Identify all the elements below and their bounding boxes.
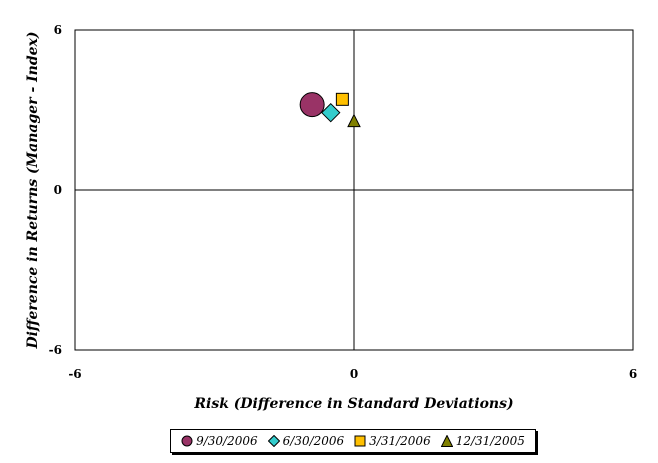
legend-item: 12/31/2005 [440,434,525,448]
data-point-circle [299,92,325,118]
circle-marker-icon [181,435,193,447]
legend-label: 6/30/2006 [282,434,345,448]
data-points [299,92,361,128]
y-axis-title: Difference in Returns (Manager - Index) [25,31,41,349]
data-point-square [335,92,349,106]
legend-item: 6/30/2006 [267,434,345,448]
legend-item: 9/30/2006 [181,434,258,448]
x-tick-label-mid: 0 [350,367,358,381]
legend-label: 3/31/2006 [369,434,431,448]
legend-label: 12/31/2005 [455,434,525,448]
y-tick-label-mid: 0 [54,183,62,197]
diamond-marker-icon [267,435,280,447]
x-axis-title: Risk (Difference in Standard Deviations) [193,396,513,412]
y-tick-label-bottom: -6 [49,343,62,357]
square-marker-icon [354,435,366,447]
y-tick-label-top: 6 [54,23,62,37]
legend-label: 9/30/2006 [196,434,258,448]
legend: 9/30/2006 6/30/2006 3/31/2006 12/31/2005 [170,429,536,453]
x-tick-label-left: -6 [68,367,81,381]
data-point-triangle [347,113,361,128]
legend-item: 3/31/2006 [354,434,431,448]
triangle-marker-icon [440,435,453,447]
x-tick-label-right: 6 [629,367,637,381]
data-point-diamond [321,102,341,123]
